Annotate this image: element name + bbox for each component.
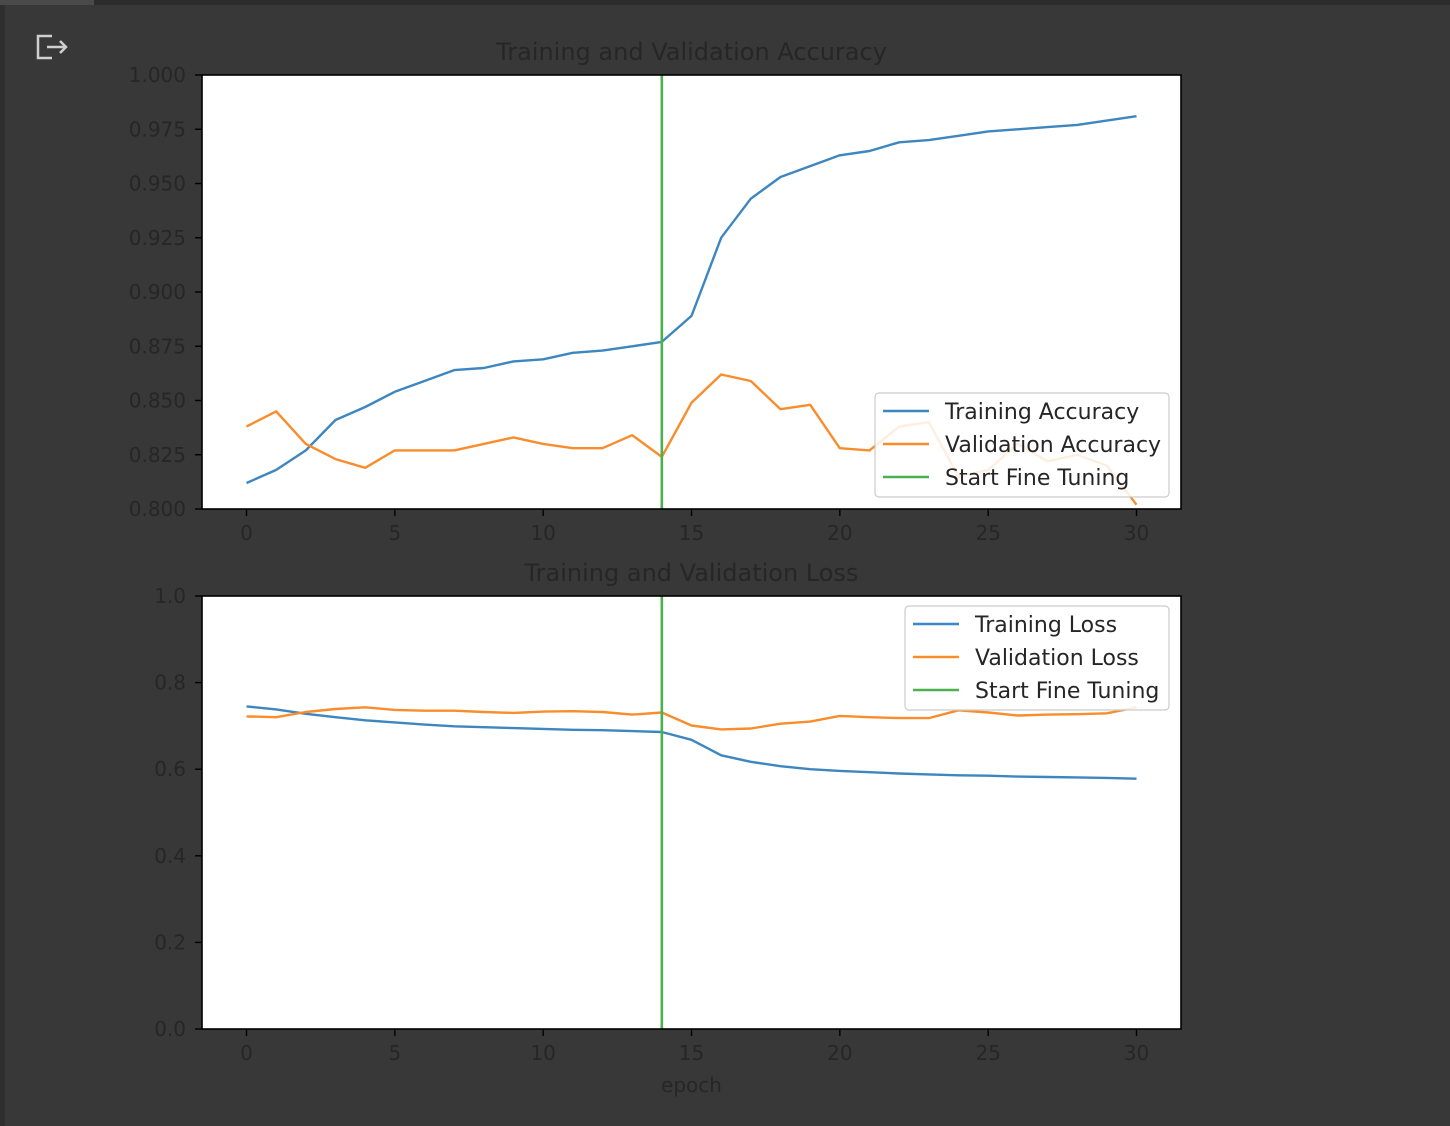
accuracy-legend-box <box>874 392 1170 498</box>
loss-y-tick-label: 0.8 <box>154 671 186 695</box>
loss-legend-label: Training Loss <box>974 613 1117 638</box>
accuracy-y-tick-label: 0.800 <box>129 497 186 521</box>
loss-legend-label: Validation Loss <box>975 646 1139 671</box>
loss-legend: Training Loss Validation Loss Start Fine T… <box>904 605 1170 711</box>
accuracy-y-tick-label: 0.875 <box>129 334 186 358</box>
accuracy-y-tick-label: 0.850 <box>129 389 186 413</box>
loss-x-tick-label: 25 <box>975 1041 1000 1065</box>
loss-legend-label: Start Fine Tuning <box>975 679 1159 704</box>
loss-y-tick-label: 0.2 <box>154 930 186 954</box>
accuracy-chart: 0 5 10 15 20 25 30 0.800 0.825 0.850 0.875 0.900 0.9… <box>129 38 1182 545</box>
loss-y-tick-label: 1.0 <box>154 584 186 608</box>
loss-chart-title: Training and Validation Loss <box>524 559 859 587</box>
output-redirect-icon[interactable] <box>36 32 70 62</box>
accuracy-y-tick-label: 0.975 <box>129 117 186 141</box>
output-redirect-icon-glyph <box>36 34 68 60</box>
loss-x-tick-label: 5 <box>388 1041 401 1065</box>
accuracy-y-tick-label: 0.950 <box>129 172 186 196</box>
loss-x-axis-title: epoch <box>661 1073 722 1097</box>
loss-x-tick-label: 15 <box>679 1041 704 1065</box>
cell-left-rail <box>0 5 5 1126</box>
loss-legend-box <box>904 605 1170 711</box>
accuracy-legend-label: Start Fine Tuning <box>945 466 1129 491</box>
accuracy-legend-label: Training Accuracy <box>944 400 1139 425</box>
accuracy-legend-label: Validation Accuracy <box>945 433 1161 458</box>
accuracy-x-tick-label: 15 <box>679 521 704 545</box>
loss-x-tick-label: 20 <box>827 1041 852 1065</box>
accuracy-legend: Training Accuracy Validation Accuracy Star… <box>874 392 1170 498</box>
loss-chart: 0 5 10 15 20 25 30 0.0 0.2 0.4 0.6 0.8 1.0 Training a… <box>154 559 1182 1097</box>
accuracy-x-tick-label: 10 <box>530 521 555 545</box>
accuracy-y-tick-label: 0.825 <box>129 443 186 467</box>
loss-y-tick-label: 0.6 <box>154 757 186 781</box>
accuracy-x-tick-label: 25 <box>975 521 1000 545</box>
cell-tab <box>0 0 94 5</box>
accuracy-x-tick-label: 20 <box>827 521 852 545</box>
accuracy-x-tick-label: 0 <box>240 521 253 545</box>
accuracy-chart-title: Training and Validation Accuracy <box>495 38 887 66</box>
accuracy-y-tick-label: 0.925 <box>129 226 186 250</box>
accuracy-y-tick-label: 1.000 <box>129 63 186 87</box>
accuracy-x-tick-label: 5 <box>388 521 401 545</box>
loss-x-tick-label: 30 <box>1124 1041 1149 1065</box>
loss-x-tick-label: 10 <box>530 1041 555 1065</box>
accuracy-y-tick-label: 0.900 <box>129 280 186 304</box>
loss-y-tick-label: 0.0 <box>154 1017 186 1041</box>
accuracy-series-line-training-accuracy <box>246 115 1137 485</box>
loss-series-line-training-loss <box>246 705 1137 780</box>
loss-y-tick-label: 0.4 <box>154 844 186 868</box>
loss-series-line-validation-loss <box>246 706 1137 731</box>
accuracy-x-tick-label: 30 <box>1124 521 1149 545</box>
loss-x-tick-label: 0 <box>240 1041 253 1065</box>
cell-top-border <box>0 0 1450 5</box>
